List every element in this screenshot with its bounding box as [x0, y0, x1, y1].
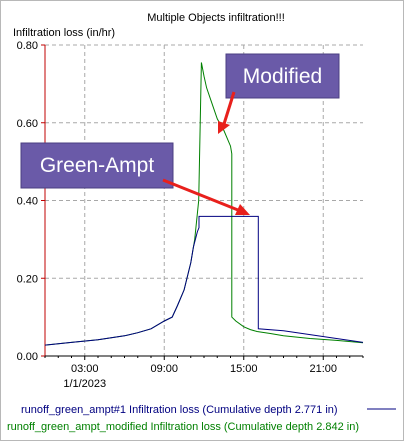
- callout-modified-arrowhead: [218, 121, 230, 134]
- x-ticks: 03:00 09:00 15:00 21:00: [44, 356, 364, 375]
- x-tick-label-3: 21:00: [309, 363, 337, 375]
- x-tick-label-2: 15:00: [230, 363, 258, 375]
- y-tick-label-0: 0.00: [17, 351, 38, 363]
- x-tick-label-0: 03:00: [71, 363, 99, 375]
- series-group: [44, 62, 364, 346]
- legend-entry-green-ampt: runoff_green_ampt#1 Infiltration loss (C…: [21, 404, 338, 416]
- legend-entry-modified: runoff_green_ampt_modified Infiltration …: [7, 421, 359, 433]
- chart-title: Multiple Objects infiltration!!!: [147, 12, 285, 24]
- callout-green-ampt-arrow-line: [162, 178, 239, 212]
- callout-green-ampt-box: [20, 142, 174, 189]
- date-label: 1/1/2023: [63, 378, 106, 390]
- x-tick-label-1: 09:00: [150, 363, 178, 375]
- y-tick-label-3: 0.60: [17, 118, 38, 130]
- callout-modified: Modified: [218, 53, 340, 134]
- series-line-0: [44, 215, 364, 346]
- legend: runoff_green_ampt#1 Infiltration loss (C…: [7, 404, 396, 433]
- y-axis-label: Infiltration loss (in/hr): [13, 27, 115, 39]
- callout-green-ampt-arrowhead: [235, 204, 250, 215]
- y-tick-label-1: 0.20: [17, 273, 38, 285]
- callout-modified-arrow-line: [222, 91, 236, 125]
- callout-modified-text: Modified: [243, 65, 322, 88]
- grid: [45, 44, 363, 356]
- callout-green-ampt: Green-Ampt: [20, 142, 250, 215]
- callout-green-ampt-text: Green-Ampt: [40, 154, 155, 177]
- callout-modified-box: [225, 53, 340, 99]
- y-ticks: 0.00 0.20 0.40 0.60 0.80: [17, 40, 45, 363]
- series-line-1: [44, 62, 364, 346]
- y-tick-label-2: 0.40: [17, 196, 38, 208]
- y-tick-label-4: 0.80: [17, 40, 38, 52]
